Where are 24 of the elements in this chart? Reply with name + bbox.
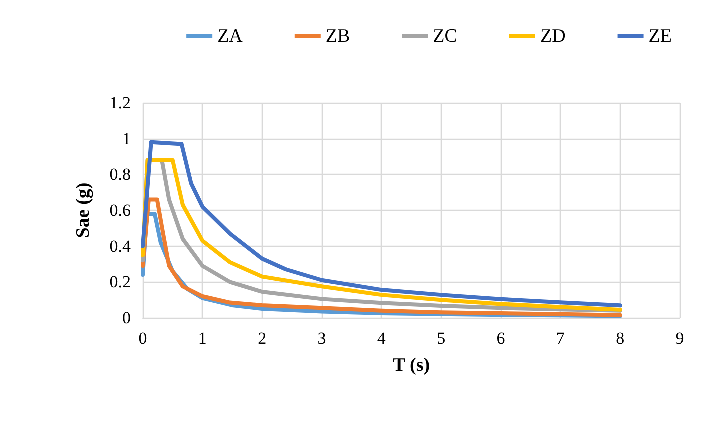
y-tick-label: 0 [122,308,131,328]
legend-label: ZC [433,26,458,47]
legend-label: ZB [326,26,350,47]
x-axis-title: T (s) [392,355,430,376]
x-tick-label: 4 [377,329,386,348]
y-tick-label: 0.6 [110,201,131,220]
x-tick-label: 3 [318,329,326,348]
y-tick-label: 0.4 [110,236,132,256]
y-tick-label: 1.2 [110,94,131,112]
y-tick-label: 0.2 [110,272,131,292]
x-tick-label: 2 [258,329,267,348]
legend-label: ZE [648,26,672,47]
legend-label: ZD [540,26,566,47]
x-tick-label: 7 [556,329,566,348]
y-tick-label: 1 [122,129,131,148]
legend-label: ZA [218,26,244,47]
x-tick-label: 5 [437,329,446,348]
x-tick-label: 6 [496,329,506,348]
x-tick-label: 1 [198,329,207,348]
x-tick-label: 9 [676,329,684,348]
y-tick-label: 0.8 [110,165,131,184]
y-axis-title: Sae (g) [73,182,94,238]
x-tick-label: 0 [138,329,148,348]
x-tick-label: 8 [616,329,625,348]
